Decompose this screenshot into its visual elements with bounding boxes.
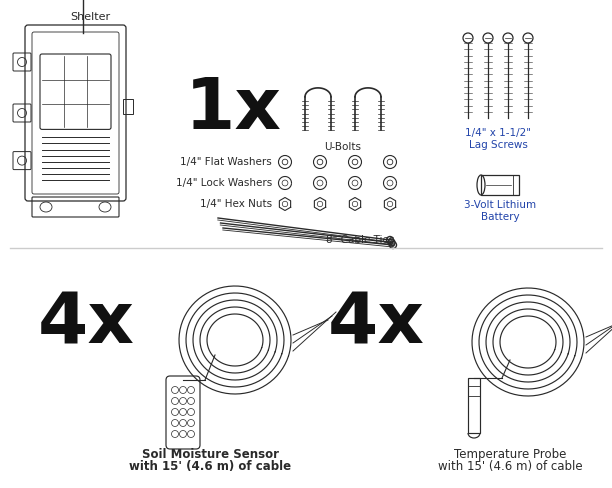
Text: 4x: 4x xyxy=(328,290,425,359)
Bar xyxy=(481,175,519,195)
Text: 1/4" Lock Washers: 1/4" Lock Washers xyxy=(176,178,272,188)
Bar xyxy=(123,100,133,114)
Text: 1/4" Flat Washers: 1/4" Flat Washers xyxy=(181,157,272,167)
Text: Soil Moisture Sensor: Soil Moisture Sensor xyxy=(141,448,278,461)
Text: 1x: 1x xyxy=(185,75,282,144)
Text: 4x: 4x xyxy=(38,290,135,359)
Text: U-Bolts: U-Bolts xyxy=(324,142,362,152)
Text: 1/4" Hex Nuts: 1/4" Hex Nuts xyxy=(200,199,272,209)
Text: 3-Volt Lithium: 3-Volt Lithium xyxy=(464,200,536,210)
Text: Shelter: Shelter xyxy=(70,12,110,22)
Text: Lag Screws: Lag Screws xyxy=(469,140,528,150)
Bar xyxy=(468,378,480,433)
Text: with 15' (4.6 m) of cable: with 15' (4.6 m) of cable xyxy=(438,460,582,473)
Text: 8" Cable Ties: 8" Cable Ties xyxy=(326,235,394,245)
Text: Battery: Battery xyxy=(480,212,520,222)
Text: Temperature Probe: Temperature Probe xyxy=(454,448,566,461)
Text: with 15' (4.6 m) of cable: with 15' (4.6 m) of cable xyxy=(129,460,291,473)
Text: 1/4" x 1-1/2": 1/4" x 1-1/2" xyxy=(465,128,531,138)
